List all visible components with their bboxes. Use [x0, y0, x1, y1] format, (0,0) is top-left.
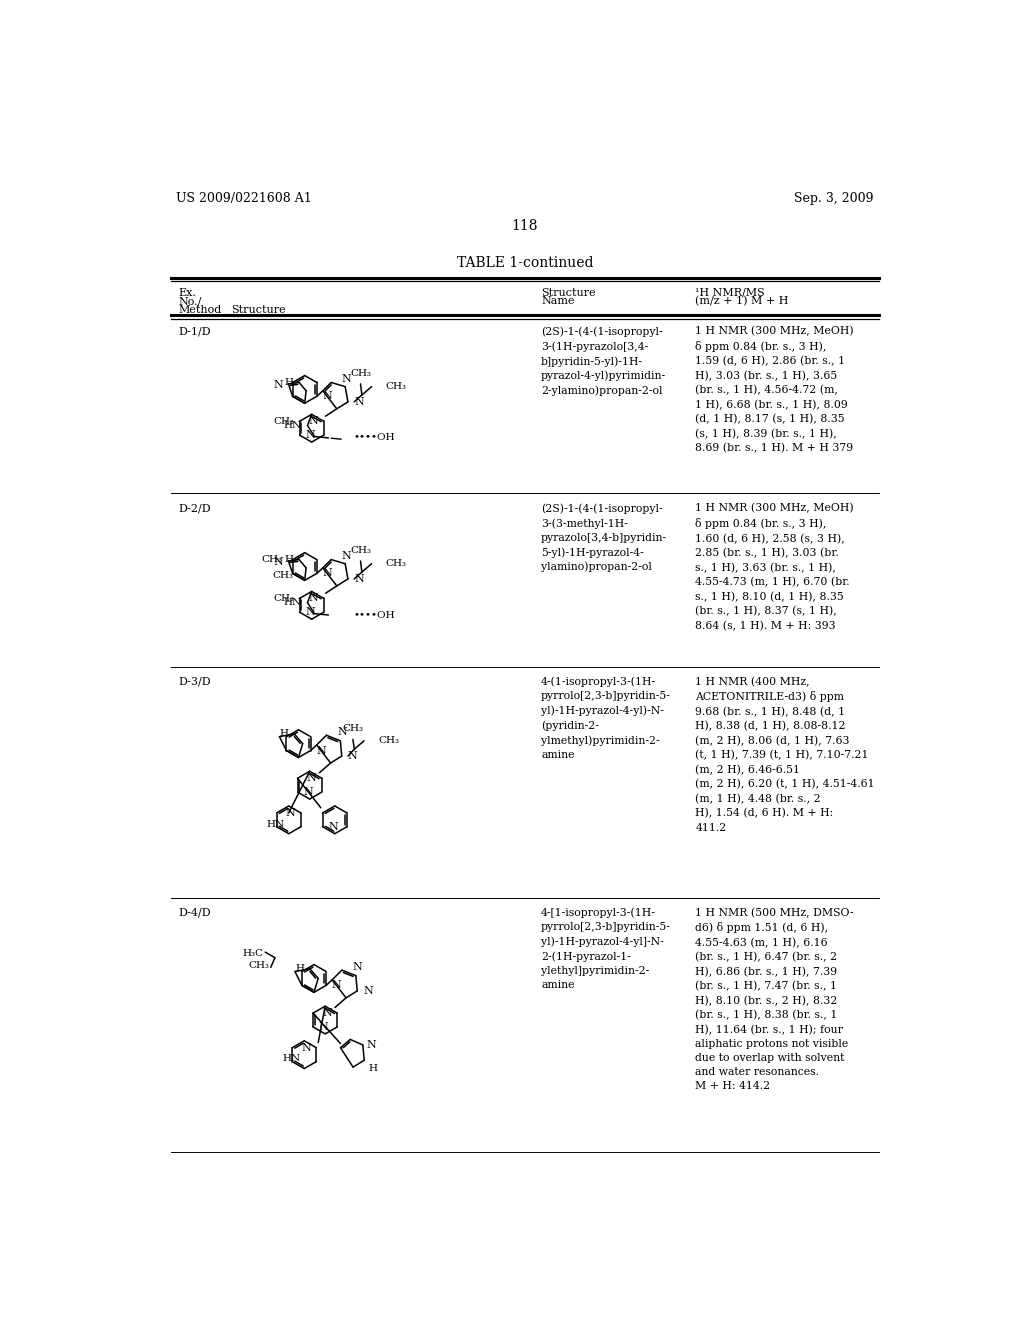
Text: CH₃: CH₃ — [273, 594, 294, 603]
Text: 4-[1-isopropyl-3-(1H-
pyrrolo[2,3-b]pyridin-5-
yl)-1H-pyrazol-4-yl]-N-
2-(1H-pyr: 4-[1-isopropyl-3-(1H- pyrrolo[2,3-b]pyri… — [541, 908, 671, 990]
Text: CH₃: CH₃ — [350, 368, 371, 378]
Text: N: N — [348, 751, 357, 762]
Text: 4-(1-isopropyl-3-(1H-
pyrrolo[2,3-b]pyridin-5-
yl)-1H-pyrazol-4-yl)-N-
(pyridin-: 4-(1-isopropyl-3-(1H- pyrrolo[2,3-b]pyri… — [541, 677, 671, 760]
Text: N: N — [323, 391, 332, 401]
Text: Structure: Structure — [231, 305, 286, 314]
Text: N: N — [273, 557, 283, 566]
Text: N: N — [337, 727, 347, 737]
Text: HN: HN — [284, 598, 301, 607]
Text: H: H — [368, 1064, 377, 1073]
Text: N: N — [318, 1022, 329, 1032]
Text: HN: HN — [266, 820, 285, 829]
Text: N: N — [342, 374, 351, 384]
Text: CH₃: CH₃ — [386, 381, 407, 391]
Text: N: N — [286, 808, 295, 818]
Text: Name: Name — [541, 296, 574, 306]
Text: TABLE 1-continued: TABLE 1-continued — [457, 256, 593, 271]
Text: Method: Method — [178, 305, 221, 314]
Text: D-3/D: D-3/D — [178, 677, 211, 686]
Text: CH₃: CH₃ — [386, 560, 407, 568]
Text: CH₃: CH₃ — [273, 417, 294, 426]
Text: US 2009/0221608 A1: US 2009/0221608 A1 — [176, 191, 311, 205]
Text: N: N — [352, 962, 362, 972]
Text: 1 H NMR (300 MHz, MeOH)
δ ppm 0.84 (br. s., 3 H),
1.60 (d, 6 H), 2.58 (s, 3 H),
: 1 H NMR (300 MHz, MeOH) δ ppm 0.84 (br. … — [695, 503, 854, 631]
Text: D-2/D: D-2/D — [178, 503, 211, 513]
Text: ••••OH: ••••OH — [354, 433, 395, 442]
Text: H₃C: H₃C — [243, 949, 264, 958]
Text: (m/z + 1) M + H: (m/z + 1) M + H — [695, 296, 788, 306]
Text: ¹H NMR/MS: ¹H NMR/MS — [695, 288, 765, 298]
Text: 1 H NMR (400 MHz,
ACETONITRILE-d3) δ ppm
9.68 (br. s., 1 H), 8.48 (d, 1
H), 8.38: 1 H NMR (400 MHz, ACETONITRILE-d3) δ ppm… — [695, 677, 874, 833]
Text: N: N — [367, 1040, 377, 1049]
Text: CH₃: CH₃ — [249, 961, 269, 970]
Text: N: N — [328, 822, 338, 832]
Text: HN: HN — [284, 421, 301, 430]
Text: (2S)-1-(4-(1-isopropyl-
3-(3-methyl-1H-
pyrazolo[3,4-b]pyridin-
5-yl)-1H-pyrazol: (2S)-1-(4-(1-isopropyl- 3-(3-methyl-1H- … — [541, 503, 668, 573]
Text: 118: 118 — [512, 219, 538, 234]
Text: D-4/D: D-4/D — [178, 908, 211, 917]
Text: Structure: Structure — [541, 288, 596, 298]
Text: CH₃: CH₃ — [261, 556, 283, 564]
Text: N: N — [301, 1043, 311, 1053]
Text: CH₃: CH₃ — [272, 572, 294, 579]
Text: HN: HN — [283, 1055, 300, 1064]
Text: CH₃: CH₃ — [378, 737, 399, 746]
Text: No./: No./ — [178, 296, 202, 306]
Text: ••••OH: ••••OH — [354, 611, 395, 619]
Text: N: N — [364, 986, 373, 995]
Text: H: H — [295, 964, 304, 973]
Text: N: N — [305, 430, 314, 440]
Text: D-1/D: D-1/D — [178, 326, 211, 337]
Text: Ex.: Ex. — [178, 288, 197, 298]
Text: N: N — [303, 787, 312, 797]
Text: 1 H NMR (300 MHz, MeOH)
δ ppm 0.84 (br. s., 3 H),
1.59 (d, 6 H), 2.86 (br. s., 1: 1 H NMR (300 MHz, MeOH) δ ppm 0.84 (br. … — [695, 326, 854, 454]
Text: N: N — [308, 416, 318, 426]
Text: 1 H NMR (500 MHz, DMSO-
d6) δ ppm 1.51 (d, 6 H),
4.55-4.63 (m, 1 H), 6.16
(br. s: 1 H NMR (500 MHz, DMSO- d6) δ ppm 1.51 (… — [695, 908, 854, 1092]
Text: H: H — [280, 730, 289, 738]
Text: N: N — [273, 380, 283, 389]
Text: N: N — [354, 574, 364, 583]
Text: N: N — [316, 746, 326, 755]
Text: N: N — [323, 569, 332, 578]
Text: N: N — [305, 607, 314, 618]
Text: H: H — [285, 556, 294, 564]
Text: H: H — [285, 378, 294, 387]
Text: N: N — [342, 550, 351, 561]
Text: Sep. 3, 2009: Sep. 3, 2009 — [794, 191, 873, 205]
Text: N: N — [308, 594, 318, 603]
Text: CH₃: CH₃ — [350, 545, 371, 554]
Text: CH₃: CH₃ — [342, 725, 364, 734]
Text: N: N — [332, 981, 341, 990]
Text: N: N — [323, 1008, 332, 1018]
Text: (2S)-1-(4-(1-isopropyl-
3-(1H-pyrazolo[3,4-
b]pyridin-5-yl)-1H-
pyrazol-4-yl)pyr: (2S)-1-(4-(1-isopropyl- 3-(1H-pyrazolo[3… — [541, 326, 667, 396]
Text: N: N — [306, 774, 316, 783]
Text: N: N — [354, 397, 364, 407]
